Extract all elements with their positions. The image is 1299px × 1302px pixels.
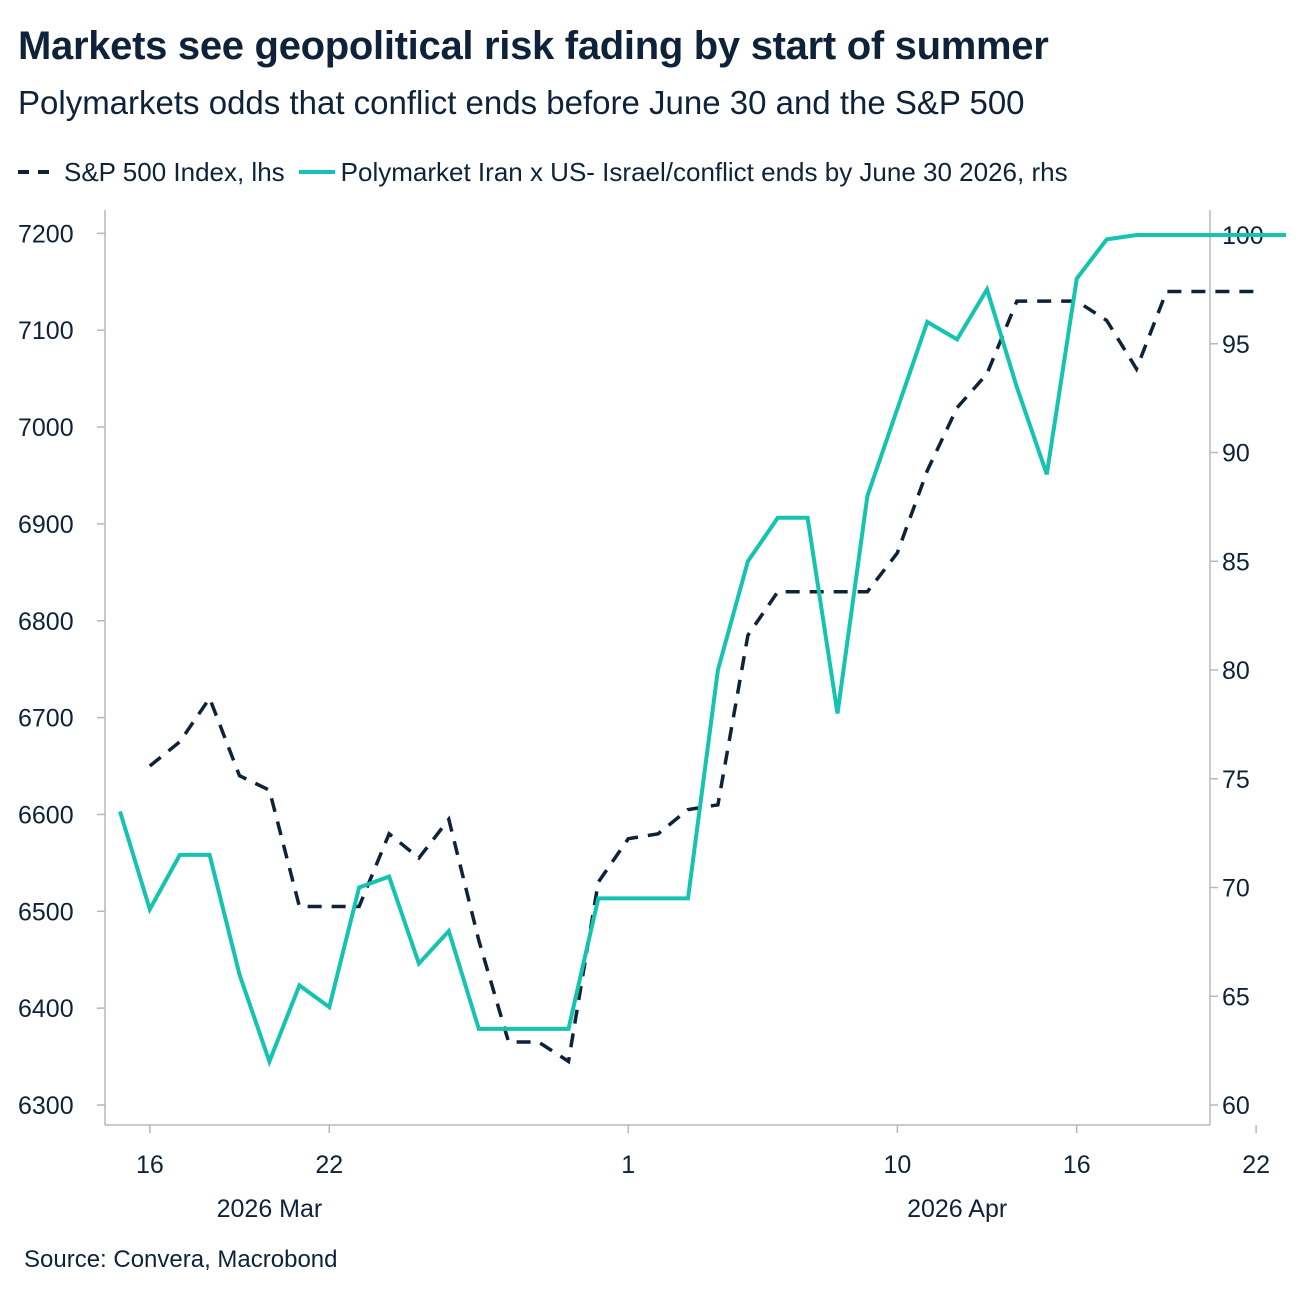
x-tick-label: 10 (883, 1151, 911, 1179)
x-tick-label: 1 (621, 1151, 635, 1179)
left-tick-label: 6500 (18, 898, 74, 926)
x-month-label: 2026 Apr (907, 1195, 1007, 1223)
right-tick-label: 70 (1222, 875, 1250, 903)
left-tick-label: 6900 (18, 511, 74, 539)
legend-swatch-polymarket (298, 170, 335, 174)
right-tick-label: 75 (1222, 766, 1250, 794)
left-tick-label: 7200 (18, 220, 74, 248)
x-tick-label: 16 (1063, 1151, 1091, 1179)
left-tick-label: 6300 (18, 1092, 74, 1120)
left-tick-label: 6800 (18, 608, 74, 636)
right-tick-label: 60 (1222, 1092, 1250, 1120)
x-tick-label: 16 (136, 1151, 164, 1179)
x-tick-label: 22 (315, 1151, 343, 1179)
chart-axes: 6300 6400 6500 6600 6700 6800 6900 7000 7100 7200… (18, 210, 1270, 1223)
right-tick-label: 85 (1222, 548, 1250, 576)
chart-series (118, 233, 1286, 1068)
source-note: Source: Convera, Macrobond (24, 1246, 338, 1273)
left-tick-label: 7000 (18, 414, 74, 442)
chart-title: Markets see geopolitical risk fading by … (18, 24, 1049, 68)
x-tick-label: 22 (1242, 1151, 1270, 1179)
left-tick-label: 6400 (18, 995, 74, 1023)
series-line-sp500 (148, 289, 1257, 1065)
left-tick-label: 6700 (18, 705, 74, 733)
chart-subtitle: Polymarkets odds that conflict ends befo… (18, 84, 1025, 121)
legend-item-sp500: S&P 500 Index, lhs (18, 157, 285, 188)
chart-legend: S&P 500 Index, lhs Polymarket Iran x US-… (18, 154, 1082, 190)
legend-label-polymarket: Polymarket Iran x US- Israel/conflict en… (340, 156, 1068, 187)
legend-swatch-sp500 (18, 170, 58, 174)
right-tick-label: 95 (1222, 331, 1250, 359)
series-line-polymarket (118, 233, 1286, 1068)
right-tick-label: 65 (1222, 983, 1250, 1011)
left-tick-label: 6600 (18, 801, 74, 829)
legend-label-sp500: S&P 500 Index, lhs (64, 156, 285, 187)
right-tick-label: 80 (1222, 657, 1250, 685)
left-tick-label: 7100 (18, 317, 74, 345)
x-month-label: 2026 Mar (217, 1195, 323, 1223)
right-tick-label: 90 (1222, 440, 1250, 468)
legend-item-polymarket: Polymarket Iran x US- Israel/conflict en… (298, 156, 1068, 188)
